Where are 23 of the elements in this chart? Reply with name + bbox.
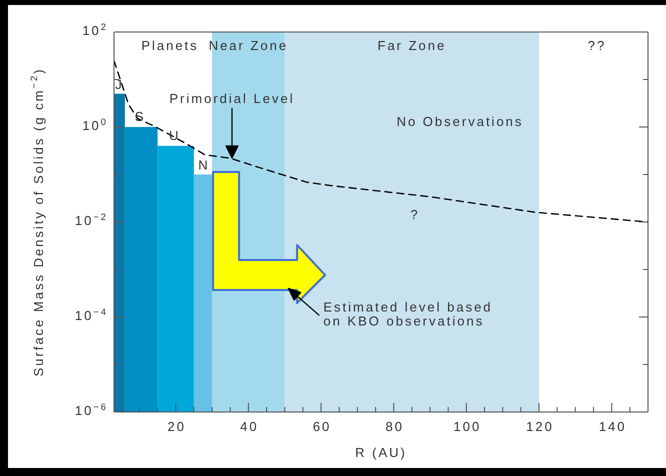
annotation: Planets (141, 38, 199, 54)
band-label: Near Zone (208, 38, 288, 54)
x-tick-label: 100 (454, 419, 482, 434)
annotation: ?? (588, 38, 606, 54)
annotation: J (115, 77, 124, 92)
band-label: Far Zone (378, 38, 446, 54)
x-tick-label: 20 (168, 419, 186, 434)
annotation: No Observations (396, 114, 524, 130)
annotation: N (198, 158, 210, 173)
annotation: Estimated level based on KBO observations (323, 300, 498, 329)
x-axis-title: R (AU) (355, 445, 407, 460)
y-tick-label: 10$^{−4}$ (74, 307, 108, 323)
x-tick-label: 40 (240, 419, 259, 434)
annotation: Primordial Level (169, 91, 295, 106)
annotation: ? (410, 207, 420, 222)
x-tick-label: 140 (598, 419, 627, 434)
x-tick-label: 60 (312, 419, 332, 434)
x-tick-label: 120 (526, 419, 554, 434)
y-tick-label: 10$^{0}$ (82, 117, 108, 133)
y-tick-label: 10$^{2}$ (82, 22, 108, 38)
y-tick-label: 10$^{−2}$ (74, 212, 108, 228)
y-tick-label: 10$^{−6}$ (74, 402, 108, 418)
x-tick-label: 80 (385, 419, 404, 434)
